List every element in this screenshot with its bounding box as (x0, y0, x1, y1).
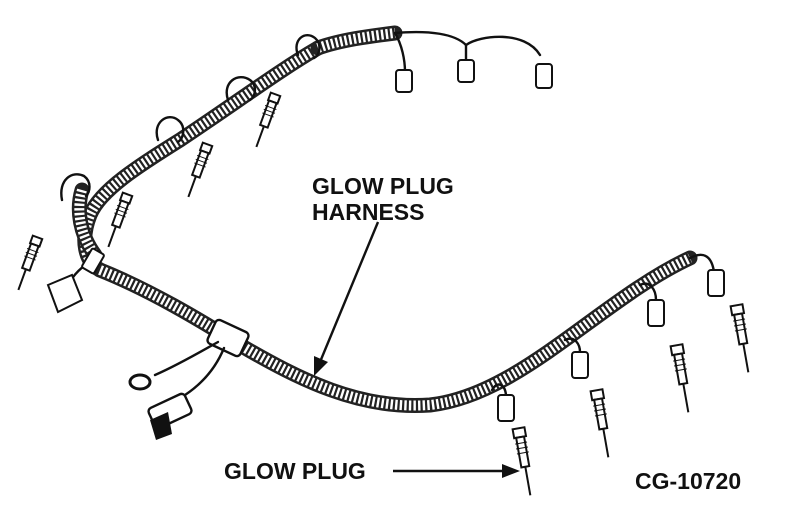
glow-plug (511, 426, 532, 496)
glow-plug (255, 91, 282, 148)
ring-terminal (128, 373, 152, 391)
lower-glow-plugs (511, 303, 750, 496)
glow-plug (729, 303, 750, 373)
connector-boot (395, 69, 413, 93)
harness-label-line1: GLOW PLUG (312, 173, 454, 199)
glow-plug (669, 343, 690, 413)
left-connector (46, 247, 105, 314)
glow-plug (187, 141, 214, 198)
plug-callout-arrow (393, 464, 520, 478)
lower-bank-leads (490, 253, 725, 422)
harness-junction (128, 318, 250, 440)
rear-connector-group (393, 30, 553, 93)
harness-label-line2: HARNESS (312, 199, 424, 225)
harness-callout-arrow (314, 221, 380, 376)
connector-boot (457, 59, 475, 83)
upper-loops (60, 33, 321, 202)
upper-glow-plugs (17, 91, 282, 291)
glow-plug (589, 388, 610, 458)
glow-plug-label: GLOW PLUG (224, 458, 366, 484)
figure-code: CG-10720 (635, 468, 741, 494)
glow-plug (17, 234, 44, 291)
glow-plug (107, 191, 134, 248)
connector-boot (535, 63, 553, 89)
